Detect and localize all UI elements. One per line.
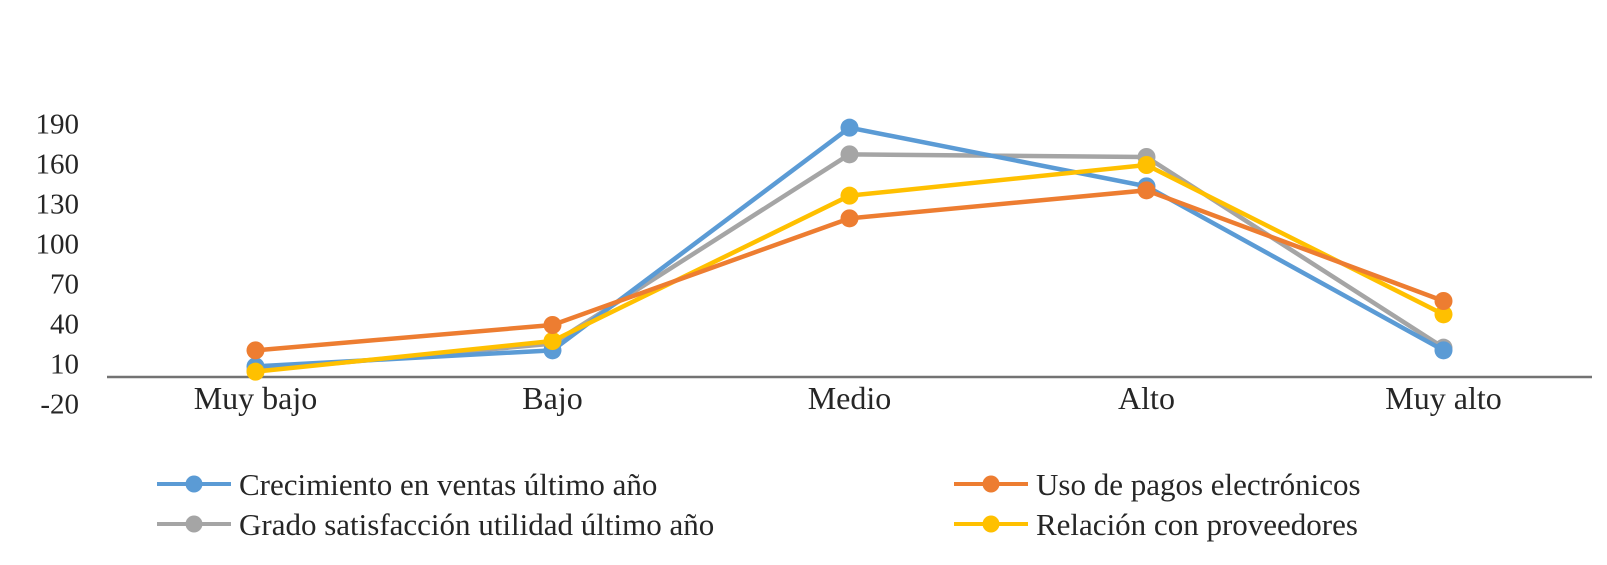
legend-label-grado-satisfaccion: Grado satisfacción utilidad último año (239, 506, 715, 542)
series-line-0 (253, 125, 1446, 369)
legend-label-relacion-proveedores: Relación con proveedores (1036, 506, 1358, 542)
x-axis-category-label: Alto (1118, 380, 1175, 416)
legend-item-grado-satisfaccion: Grado satisfacción utilidad último año (157, 504, 714, 544)
y-axis-tick-label: 100 (36, 229, 80, 261)
data-point-series-3 (543, 332, 562, 350)
data-point-series-1 (840, 209, 859, 228)
data-point-series-3 (246, 362, 265, 381)
y-axis-tick-label: 130 (36, 189, 80, 221)
x-axis-category-label: Muy alto (1385, 380, 1501, 416)
legend-item-uso-pagos: Uso de pagos electrónicos (954, 464, 1361, 504)
data-point-series-2 (840, 145, 859, 164)
data-point-series-1 (1137, 181, 1156, 200)
x-axis-category-label: Muy bajo (194, 380, 318, 416)
y-axis-tick-label: 70 (50, 269, 79, 301)
legend-marker-relacion-proveedores-icon (954, 515, 1028, 533)
data-point-series-1 (543, 316, 562, 334)
y-axis-tick-label: 10 (50, 349, 79, 381)
data-point-series-3 (1137, 156, 1156, 174)
y-axis-tick-label: 160 (36, 149, 80, 181)
y-axis-tick-label: -20 (40, 389, 79, 421)
x-axis-category-label: Medio (808, 380, 892, 416)
legend-marker-crecimiento-icon (157, 475, 231, 493)
legend-item-crecimiento: Crecimiento en ventas último año (157, 464, 657, 504)
y-axis-tick-label: 40 (50, 309, 79, 341)
data-point-series-1 (246, 341, 265, 360)
data-point-series-3 (1434, 305, 1453, 324)
legend-label-uso-pagos: Uso de pagos electrónicos (1036, 466, 1361, 502)
x-axis-category-label: Bajo (522, 380, 582, 416)
data-point-series-1 (1434, 292, 1453, 310)
data-point-series-3 (840, 186, 859, 205)
legend-marker-grado-satisfaccion-icon (157, 515, 231, 533)
y-axis-tick-label: 190 (36, 109, 80, 141)
legend-label-crecimiento: Crecimiento en ventas último año (239, 466, 658, 502)
legend-item-relacion-proveedores: Relación con proveedores (954, 504, 1358, 544)
data-point-series-0 (840, 118, 859, 137)
legend-marker-uso-pagos-icon (954, 475, 1028, 493)
data-point-series-0 (1434, 341, 1453, 360)
